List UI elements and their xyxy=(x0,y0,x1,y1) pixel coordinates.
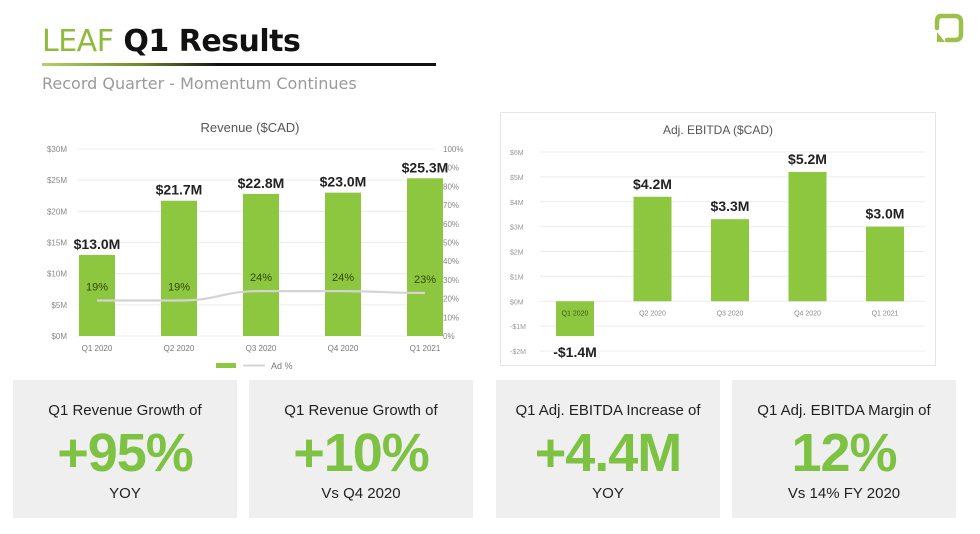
y-tick-label: -$1M xyxy=(510,324,526,331)
x-tick-label: Q1 2021 xyxy=(872,310,899,317)
revenue-bar xyxy=(161,200,197,336)
y-tick-label: $4M xyxy=(510,200,524,207)
x-tick-label: Q4 2020 xyxy=(794,310,821,317)
page-title: LEAF Q1 Results xyxy=(42,24,301,59)
kpi-label: Q1 Adj. EBITDA Increase of xyxy=(515,402,701,419)
revenue-chart-title: Revenue ($CAD) xyxy=(201,120,300,135)
y-tick-label-left: $20M xyxy=(47,207,67,216)
legend-revenue-swatch xyxy=(216,363,236,368)
ebitda-bar-label: $4.2M xyxy=(633,176,672,192)
revenue-bar xyxy=(325,192,361,336)
revenue-chart: Revenue ($CAD) $0M $5M $10M $15M $20M $25M $30… xyxy=(47,120,463,371)
revenue-bar xyxy=(79,254,115,336)
ebitda-bar xyxy=(711,219,749,302)
kpi-value: 12% xyxy=(791,423,897,483)
y-tick-label-right: 10% xyxy=(443,313,459,322)
y-tick-label-right: 20% xyxy=(443,295,459,304)
title-brand: LEAF xyxy=(42,24,114,59)
kpi-value: +10% xyxy=(293,423,430,483)
revenue-bar xyxy=(407,178,443,336)
kpi-card-revenue-yoy: Q1 Revenue Growth of +95% YOY xyxy=(13,380,237,518)
y-tick-label-left: $10M xyxy=(47,270,67,279)
ebitda-bar-label: $3.0M xyxy=(866,206,905,222)
revenue-legend: Ad % xyxy=(216,361,293,371)
ebitda-chart-title: Adj. EBITDA ($CAD) xyxy=(663,123,773,137)
y-tick-label-right: 0% xyxy=(443,332,455,341)
kpi-value: +4.4M xyxy=(534,423,683,483)
y-tick-label-right: 30% xyxy=(443,276,459,285)
kpi-label: Q1 Revenue Growth of xyxy=(284,402,438,419)
ebitda-bar-label: $5.2M xyxy=(788,151,827,167)
title-text: Q1 Results xyxy=(123,24,301,59)
kpi-subtext: Vs 14% FY 2020 xyxy=(787,485,901,502)
revenue-bar-label: $25.3M xyxy=(402,159,449,175)
ebitda-bar-label: -$1.4M xyxy=(553,344,597,360)
ebitda-bar-label: $3.3M xyxy=(711,198,750,214)
ad-percent-label: 23% xyxy=(414,274,436,286)
revenue-bar-label: $21.7M xyxy=(156,182,203,198)
y-tick-label-left: $5M xyxy=(51,301,67,310)
page-subtitle: Record Quarter - Momentum Continues xyxy=(42,74,357,93)
kpi-value: +95% xyxy=(57,423,194,483)
ad-percent-label: 24% xyxy=(332,272,354,284)
leaf-logo-icon xyxy=(934,13,964,43)
y-tick-label-left: $0M xyxy=(51,332,67,341)
x-tick-label: Q1 2020 xyxy=(82,344,113,353)
x-tick-label: Q3 2020 xyxy=(246,344,277,353)
x-tick-label: Q1 2020 xyxy=(562,310,589,317)
x-tick-label: Q1 2021 xyxy=(410,344,441,353)
x-tick-label: Q2 2020 xyxy=(164,344,195,353)
y-tick-label: $0M xyxy=(510,299,524,306)
title-underline xyxy=(42,63,436,66)
y-tick-label: $1M xyxy=(510,274,524,281)
legend-ad-label: Ad % xyxy=(271,361,293,371)
ebitda-bar xyxy=(866,226,904,302)
kpi-card-revenue-qoq: Q1 Revenue Growth of +10% Vs Q4 2020 xyxy=(249,380,473,518)
ad-percent-label: 19% xyxy=(168,281,190,293)
y-tick-label: $3M xyxy=(510,225,524,232)
kpi-subtext: YOY xyxy=(109,485,141,502)
revenue-bar xyxy=(243,193,279,336)
kpi-card-ebitda-margin: Q1 Adj. EBITDA Margin of 12% Vs 14% FY 2… xyxy=(732,380,956,518)
y-tick-label: $5M xyxy=(510,175,524,182)
y-tick-label: $2M xyxy=(510,250,524,257)
y-tick-label-right: 80% xyxy=(443,182,459,191)
y-tick-label-right: 90% xyxy=(443,164,459,173)
y-tick-label-left: $25M xyxy=(47,176,67,185)
revenue-bar-label: $23.0M xyxy=(320,174,367,190)
ad-percent-line xyxy=(96,290,426,302)
y-tick-label-right: 60% xyxy=(443,220,459,229)
y-tick-label: -$2M xyxy=(510,349,526,356)
y-tick-label-right: 50% xyxy=(443,239,459,248)
ebitda-chart-frame xyxy=(500,112,936,366)
ad-percent-label: 24% xyxy=(250,272,272,284)
x-tick-label: Q2 2020 xyxy=(639,310,666,317)
ebitda-bar xyxy=(633,196,672,302)
ebitda-chart: Adj. EBITDA ($CAD) -$2M -$1M $0M $1M $2M $3M $… xyxy=(510,123,925,360)
x-tick-label: Q4 2020 xyxy=(328,344,359,353)
x-tick-label: Q3 2020 xyxy=(717,310,744,317)
ebitda-bar xyxy=(556,301,594,337)
y-tick-label-right: 100% xyxy=(443,145,463,154)
revenue-bar-label: $22.8M xyxy=(238,175,285,191)
y-tick-label-right: 40% xyxy=(443,257,459,266)
ad-percent-label: 19% xyxy=(86,281,108,293)
kpi-subtext: Vs Q4 2020 xyxy=(321,485,401,502)
kpi-label: Q1 Revenue Growth of xyxy=(48,402,202,419)
ebitda-bar xyxy=(788,171,827,302)
revenue-bar-label: $13.0M xyxy=(74,236,121,252)
kpi-label: Q1 Adj. EBITDA Margin of xyxy=(757,402,931,419)
kpi-card-ebitda-increase: Q1 Adj. EBITDA Increase of +4.4M YOY xyxy=(496,380,720,518)
y-tick-label-right: 70% xyxy=(443,201,459,210)
y-tick-label-left: $30M xyxy=(47,145,67,154)
y-tick-label-left: $15M xyxy=(47,239,67,248)
kpi-subtext: YOY xyxy=(592,485,624,502)
y-tick-label: $6M xyxy=(510,150,524,157)
